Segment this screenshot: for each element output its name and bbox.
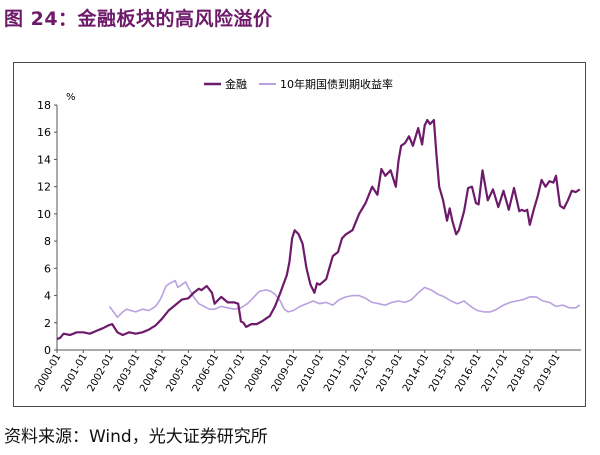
series-line-10y-bond-yield <box>108 279 581 319</box>
legend-label-finance: 金融 <box>225 77 247 91</box>
y-tick-label: 0 <box>44 344 51 357</box>
y-tick-label: 8 <box>44 235 51 248</box>
y-tick-label: 10 <box>37 208 51 221</box>
y-tick-label: 18 <box>37 99 51 112</box>
line-chart: 金融 10年期国债到期收益率 % 0246810121416182000-012… <box>33 77 581 394</box>
y-tick-label: 4 <box>44 290 51 303</box>
figure-title: 图 24：金融板块的高风险溢价 <box>4 8 273 30</box>
legend: 金融 10年期国债到期收益率 <box>204 77 393 91</box>
series-line-finance <box>56 118 581 341</box>
y-axis-unit-label: % <box>66 92 76 103</box>
y-tick-label: 14 <box>37 153 51 166</box>
chart-frame: 金融 10年期国债到期收益率 % 0 2 4 6 8 10 12 14 16 18 2000-01 2… <box>13 62 586 407</box>
legend-label-bond: 10年期国债到期收益率 <box>280 77 393 91</box>
y-tick-label: 16 <box>37 126 51 139</box>
series-layer <box>56 118 581 341</box>
y-tick-label: 12 <box>37 181 51 194</box>
y-tick-label: 2 <box>44 317 51 330</box>
axes: 0246810121416182000-012001-012002-012003… <box>33 99 581 394</box>
y-tick-label: 6 <box>44 262 51 275</box>
x-tick-label: 2019-01 <box>532 352 562 394</box>
source-note: 资料来源：Wind，光大证券研究所 <box>4 427 268 447</box>
